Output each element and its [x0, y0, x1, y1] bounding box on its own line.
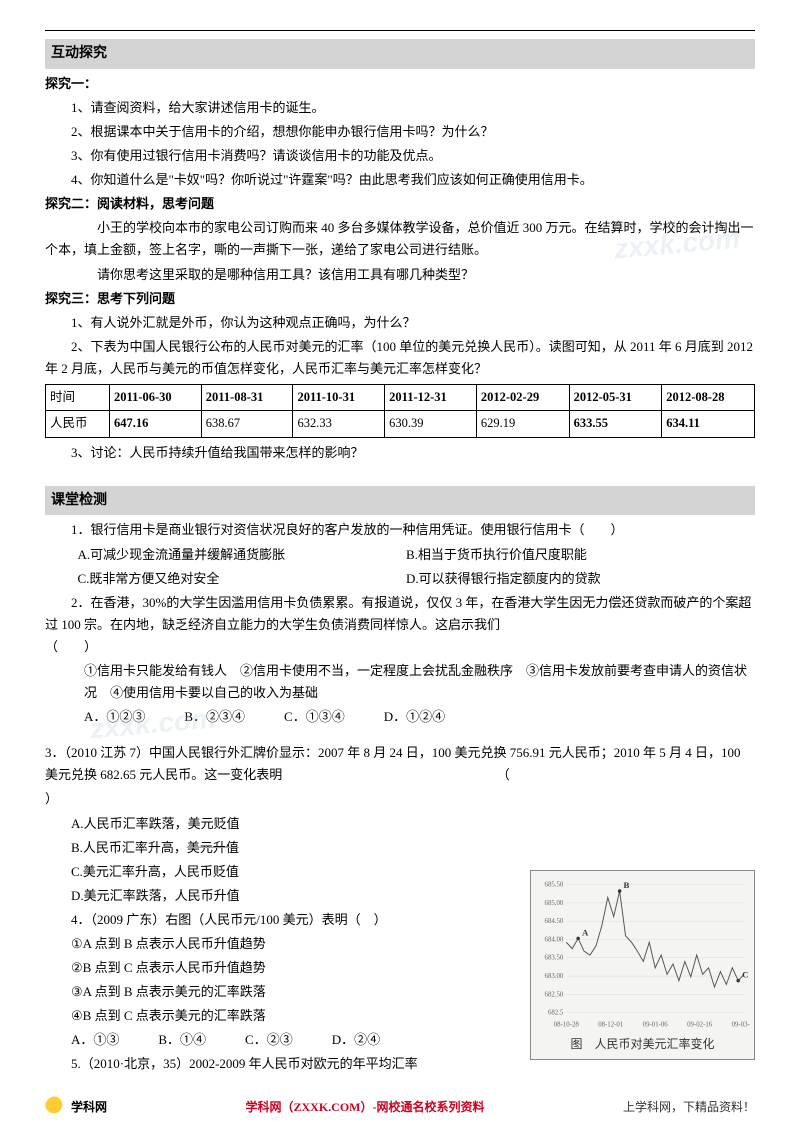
q4-stem: ③A 点到 B 点表示美元的汇率跌落 — [45, 981, 485, 1003]
svg-text:C: C — [742, 970, 748, 980]
svg-text:685.00: 685.00 — [545, 900, 564, 907]
exchange-rate-chart: 685.50 685.00 684.50 684.00 683.50 683.00 682.… — [530, 870, 755, 1060]
svg-text:09-02-16: 09-02-16 — [687, 1021, 713, 1028]
svg-text:685.50: 685.50 — [545, 882, 564, 889]
svg-text:A: A — [582, 927, 589, 937]
chart-svg: 685.50 685.00 684.50 684.00 683.50 683.00 682.… — [535, 877, 750, 1032]
quiz-q5: 5.（2010·北京，35）2002-2009 年人民币对欧元的年平均汇率 — [45, 1053, 485, 1075]
tanjiu2-body: 小王的学校向本市的家电公司订购而来 40 多台多媒体教学设备，总价值近 300 … — [45, 217, 755, 261]
col-header: 2012-08-28 — [662, 385, 755, 411]
footer-right: 上学科网，下精品资料！ — [623, 1097, 755, 1117]
cell: 629.19 — [476, 411, 569, 437]
quiz-q1-options: C.既非常方便又绝对安全 D.可以获得银行指定额度内的贷款 — [45, 568, 755, 590]
x-axis: 08-10-28 08-12-01 09-01-06 09-02-16 09-03-20 — [554, 1021, 750, 1028]
col-header: 2011-12-31 — [385, 385, 477, 411]
opt: D.可以获得银行指定额度内的贷款 — [406, 568, 731, 590]
row-label: 人民币 — [46, 411, 110, 437]
q3-opt: C.美元汇率升高，人民币贬值 — [45, 861, 485, 883]
quiz-q2: 2．在香港，30%的大学生因滥用信用卡负债累累。有报道说，仅仅 3 年，在香港大… — [45, 592, 755, 658]
section-header-quiz: 课堂检测 — [45, 486, 755, 516]
q4-stem: ①A 点到 B 点表示人民币升值趋势 — [45, 933, 485, 955]
tanjiu1-item: 3、你有使用过银行信用卡消费吗？请谈谈信用卡的功能及优点。 — [45, 145, 755, 167]
tanjiu1-item: 2、根据课本中关于信用卡的介绍，想想你能申办银行信用卡吗？为什么？ — [45, 121, 755, 143]
quiz-q2-opts: A．①②③ B．②③④ C．①③④ D．①②④ — [45, 706, 755, 728]
svg-text:09-01-06: 09-01-06 — [643, 1021, 669, 1028]
exchange-rate-table: 时间 2011-06-30 2011-08-31 2011-10-31 2011… — [45, 384, 755, 438]
tanjiu2-question: 请你思考这里采取的是哪种信用工具？该信用工具有哪几种类型？ — [45, 264, 755, 286]
col-header: 2011-08-31 — [201, 385, 293, 411]
svg-text:683.50: 683.50 — [545, 955, 564, 962]
tanjiu2-header: 探究二：阅读材料，思考问题 — [45, 193, 755, 215]
cell: 632.33 — [293, 411, 385, 437]
cell: 647.16 — [110, 411, 202, 437]
q3-opt: D.美元汇率跌落，人民币升值 — [45, 885, 485, 907]
opt: B.相当于货币执行价值尺度职能 — [406, 544, 731, 566]
section-header-interactive: 互动探究 — [45, 39, 755, 69]
col-header: 2012-02-29 — [476, 385, 569, 411]
col-header: 2011-06-30 — [110, 385, 202, 411]
chart-line — [566, 891, 744, 987]
svg-text:B: B — [624, 880, 630, 890]
cell: 630.39 — [385, 411, 477, 437]
col-header: 2011-10-31 — [293, 385, 385, 411]
svg-text:684.50: 684.50 — [545, 918, 564, 925]
quiz-q1-options: A.可减少现金流通量并缓解通货膨胀 B.相当于货币执行价值尺度职能 — [45, 544, 755, 566]
row-label: 时间 — [46, 385, 110, 411]
opt-prefix: B.人民币汇率升高， — [71, 840, 187, 855]
quiz-left-column: A.人民币汇率跌落，美元贬值 B.人民币汇率升高，美元升值 C.美元汇率升高，人… — [45, 813, 485, 1076]
q3-opt: A.人民币汇率跌落，美元贬值 — [45, 813, 485, 835]
tanjiu1-item: 4、你知道什么是"卡奴"吗？你听说过"许霆案"吗？由此思考我们应该如何正确使用信… — [45, 169, 755, 191]
svg-text:683.00: 683.00 — [545, 973, 564, 980]
q3-opt: B.人民币汇率升高，美元升值 — [45, 837, 485, 859]
svg-text:09-03-20: 09-03-20 — [732, 1021, 750, 1028]
top-rule — [45, 30, 755, 31]
q4-opts: A．①③ B．①④ C．②③ D．②④ — [45, 1029, 485, 1051]
svg-text:682.5: 682.5 — [548, 1010, 564, 1017]
svg-text:08-10-28: 08-10-28 — [554, 1021, 580, 1028]
tanjiu1-item: 1、请查阅资料，给大家讲述信用卡的诞生。 — [45, 97, 755, 119]
table-row-values: 人民币 647.16 638.67 632.33 630.39 629.19 6… — [46, 411, 755, 437]
quiz-q2-stems: ①信用卡只能发给有钱人 ②信用卡使用不当，一定程度上会扰乱金融秩序 ③信用卡发放… — [45, 660, 755, 704]
brand-text: 学科网 — [71, 1097, 107, 1117]
tanjiu3-header: 探究三：思考下列问题 — [45, 288, 755, 310]
quiz-q1: 1．银行信用卡是商业银行对资信状况良好的客户发放的一种信用凭证。使用银行信用卡（… — [45, 519, 755, 541]
tanjiu3-q1: 1、有人说外汇就是外币，你认为这种观点正确吗，为什么？ — [45, 312, 755, 334]
quiz-q3-close: ） — [45, 788, 755, 810]
footer-brand: 学科网 — [45, 1096, 107, 1118]
cell: 634.11 — [662, 411, 755, 437]
tanjiu3-q3: 3、讨论：人民币持续升值给我国带来怎样的影响？ — [45, 442, 755, 464]
y-axis: 685.50 685.00 684.50 684.00 683.50 683.00 682.… — [545, 882, 745, 1017]
opt-strike: 美元升值 — [187, 840, 239, 855]
quiz-q3-text: 3．（2010 江苏 7）中国人民银行外汇牌价显示：2007 年 8 月 24 … — [45, 745, 741, 782]
q4-stem: ④B 点到 C 点表示美元的汇率跌落 — [45, 1005, 485, 1027]
chart-caption: 图 人民币对美元汇率变化 — [535, 1034, 750, 1054]
svg-text:08-12-01: 08-12-01 — [598, 1021, 623, 1028]
table-row-header: 时间 2011-06-30 2011-08-31 2011-10-31 2011… — [46, 385, 755, 411]
svg-text:682.50: 682.50 — [545, 991, 564, 998]
page-footer: 学科网 学科网（ZXXK.COM）-网校通名校系列资料 上学科网，下精品资料！ — [45, 1096, 755, 1118]
quiz-q4: 4．（2009 广东）右图（人民币元/100 美元）表明（ ） — [45, 909, 485, 931]
q4-stem: ②B 点到 C 点表示人民币升值趋势 — [45, 957, 485, 979]
quiz-q3: 3．（2010 江苏 7）中国人民银行外汇牌价显示：2007 年 8 月 24 … — [45, 742, 755, 786]
logo-icon — [45, 1096, 67, 1118]
footer-mid: 学科网（ZXXK.COM）-网校通名校系列资料 — [246, 1097, 485, 1117]
svg-text:684.00: 684.00 — [545, 936, 564, 943]
opt: A.可减少现金流通量并缓解通货膨胀 — [78, 544, 403, 566]
tanjiu3-q2: 2、下表为中国人民银行公布的人民币对美元的汇率（100 单位的美元兑换人民币）。… — [45, 336, 755, 380]
cell: 633.55 — [569, 411, 662, 437]
chart-labels: A B C — [576, 880, 748, 982]
cell: 638.67 — [201, 411, 293, 437]
opt: C.既非常方便又绝对安全 — [78, 568, 403, 590]
col-header: 2012-05-31 — [569, 385, 662, 411]
tanjiu1-header: 探究一： — [45, 73, 755, 95]
